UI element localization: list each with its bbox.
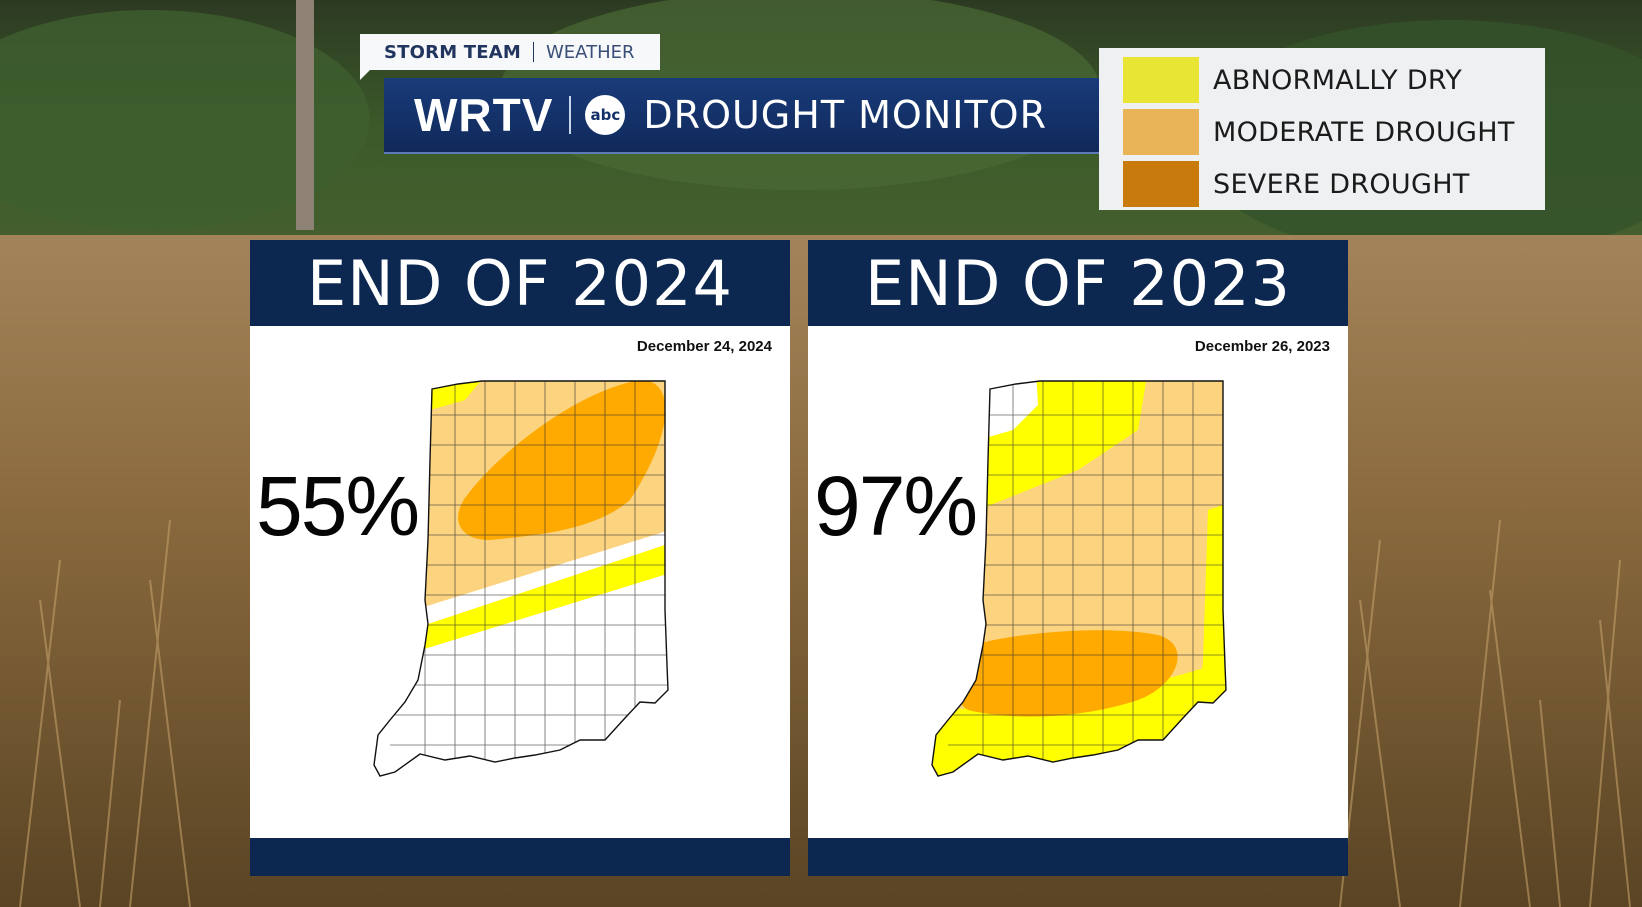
drought-percent: 55% bbox=[256, 459, 420, 553]
legend-swatch-abnormally-dry bbox=[1123, 57, 1199, 103]
panel-2023: END OF 2023 December 26, bbox=[808, 240, 1348, 876]
drought-percent: 97% bbox=[814, 459, 978, 553]
badge-tail bbox=[360, 68, 372, 80]
legend-item-moderate-drought: MODERATE DROUGHT bbox=[1123, 106, 1545, 158]
map-date: December 24, 2024 bbox=[636, 338, 772, 355]
map-date: December 26, 2023 bbox=[1194, 338, 1330, 355]
badge-divider bbox=[533, 42, 534, 62]
legend-label: ABNORMALLY DRY bbox=[1213, 64, 1463, 96]
panel-footer bbox=[250, 838, 790, 876]
panel-2024: END OF 2024 December 24, bbox=[250, 240, 790, 876]
legend: ABNORMALLY DRY MODERATE DROUGHT SEVERE D… bbox=[1099, 48, 1545, 210]
station-logo: WRTV bbox=[414, 89, 554, 141]
panel-heading: END OF 2024 bbox=[250, 240, 790, 326]
panel-footer bbox=[808, 838, 1348, 876]
legend-swatch-moderate-drought bbox=[1123, 109, 1199, 155]
abc-logo-icon: abc bbox=[585, 95, 626, 135]
storm-team-badge: STORM TEAM WEATHER bbox=[360, 34, 660, 70]
indiana-drought-map-2024 bbox=[373, 380, 669, 777]
legend-item-abnormally-dry: ABNORMALLY DRY bbox=[1123, 54, 1545, 106]
title-divider bbox=[569, 96, 572, 134]
legend-item-severe-drought: SEVERE DROUGHT bbox=[1123, 158, 1545, 210]
legend-label: MODERATE DROUGHT bbox=[1213, 116, 1515, 148]
indiana-drought-map-2023 bbox=[931, 380, 1227, 777]
legend-label: SEVERE DROUGHT bbox=[1213, 168, 1470, 200]
panel-heading: END OF 2023 bbox=[808, 240, 1348, 326]
badge-section: WEATHER bbox=[546, 41, 635, 63]
title-bar: WRTV abc DROUGHT MONITOR bbox=[384, 78, 1100, 154]
badge-brand: STORM TEAM bbox=[384, 41, 521, 63]
legend-swatch-severe-drought bbox=[1123, 161, 1199, 207]
page-title: DROUGHT MONITOR bbox=[643, 93, 1047, 137]
